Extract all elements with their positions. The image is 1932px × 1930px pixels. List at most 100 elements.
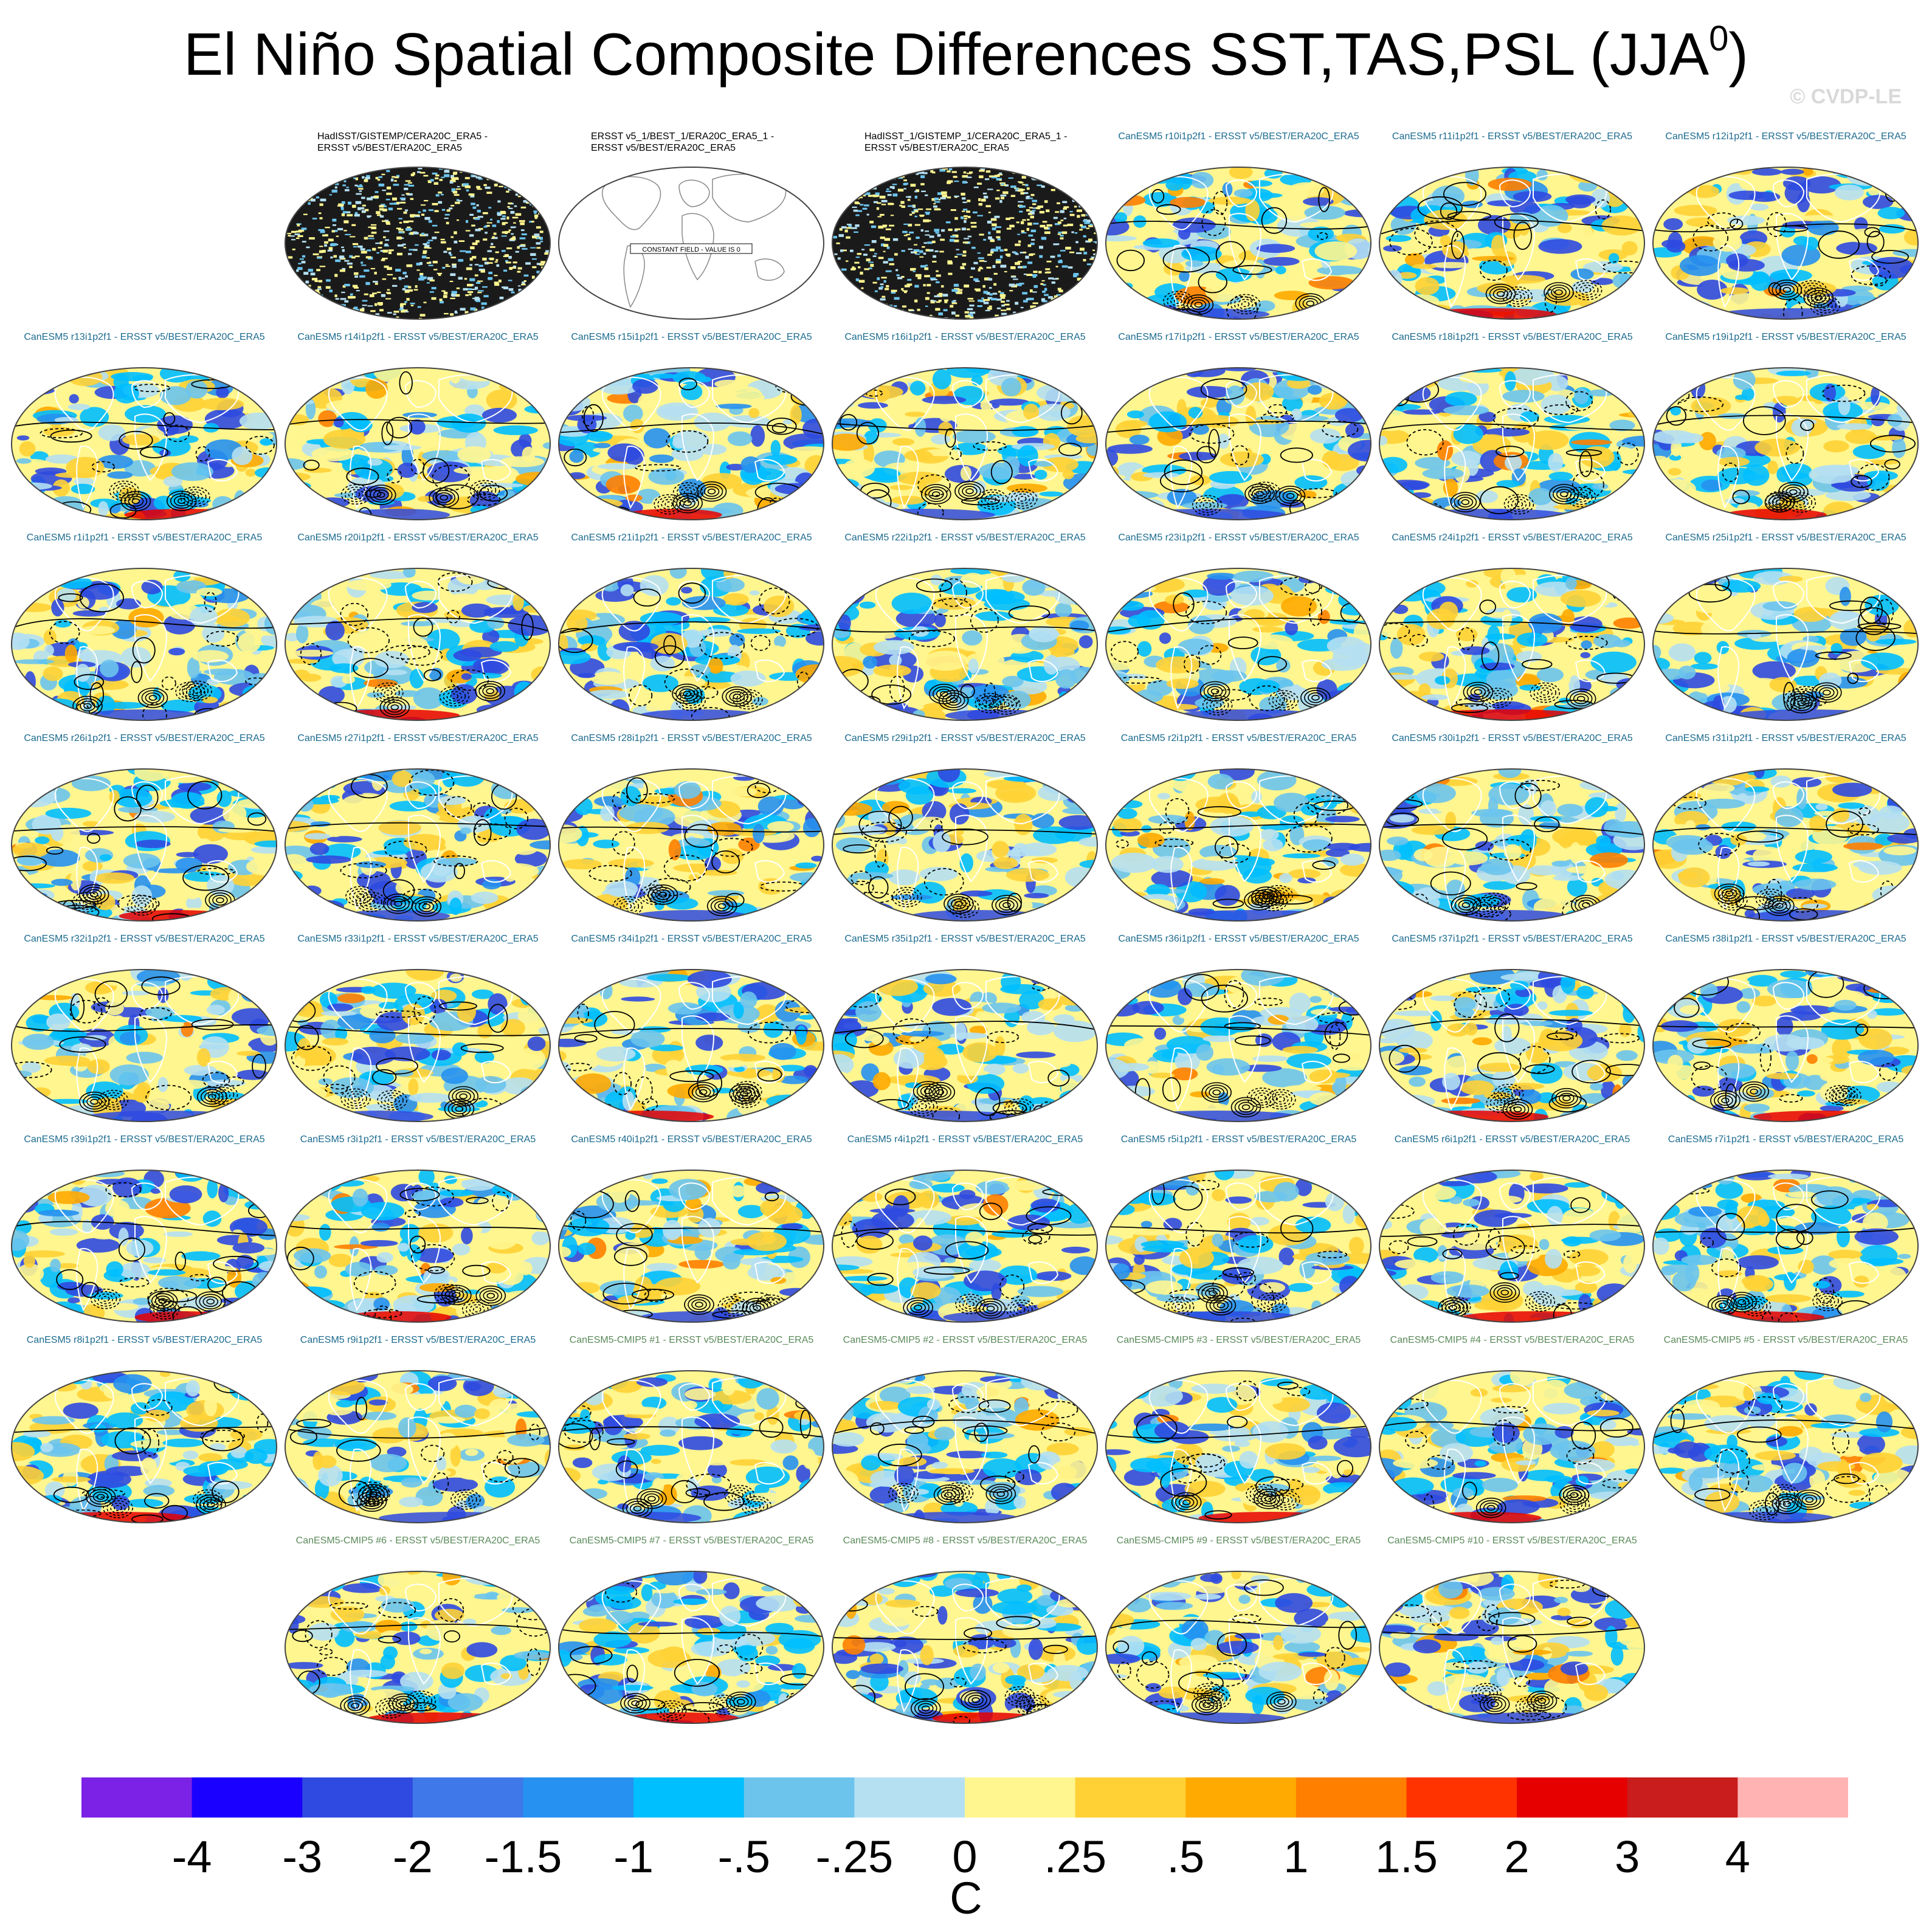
panel-title: CanESM5 r20i1p2f1 - ERSST v5/BEST/ERA20C… <box>297 532 539 543</box>
map-field <box>285 970 550 1122</box>
colorbar-tick-label: 0 <box>952 1832 978 1882</box>
title-text: El Niño Spatial Composite Differences SS… <box>183 21 1709 88</box>
panel-title: ERSST v5_1/BEST_1/ERA20C_ERA5_1 - ERSST … <box>591 131 775 153</box>
panel-title: CanESM5-CMIP5 #9 - ERSST v5/BEST/ERA20C_… <box>1116 1535 1361 1546</box>
colorbar-swatch <box>965 1777 1076 1818</box>
map-panel: CanESM5 r12i1p2f1 - ERSST v5/BEST/ERA20C… <box>1649 131 1923 331</box>
panel-title: CanESM5 r17i1p2f1 - ERSST v5/BEST/ERA20C… <box>1118 332 1359 342</box>
panel-title: CanESM5 r28i1p2f1 - ERSST v5/BEST/ERA20C… <box>571 733 812 743</box>
colorbar-tick-label: -4 <box>171 1832 212 1882</box>
map-panel: CanESM5 r4i1p2f1 - ERSST v5/BEST/ERA20C_… <box>828 1134 1102 1334</box>
map-field <box>1106 769 1371 921</box>
panel-title: CanESM5 r12i1p2f1 - ERSST v5/BEST/ERA20C… <box>1665 131 1906 142</box>
map-panel: CanESM5 r36i1p2f1 - ERSST v5/BEST/ERA20C… <box>1102 933 1376 1134</box>
panel-title: CanESM5 r27i1p2f1 - ERSST v5/BEST/ERA20C… <box>297 733 539 743</box>
panel-title: HadISST/GISTEMP/CERA20C_ERA5 - ERSST v5/… <box>317 131 488 153</box>
map-panel-graphic <box>1105 768 1371 922</box>
colorbar-swatch <box>1517 1777 1628 1818</box>
panel-title: CanESM5 r26i1p2f1 - ERSST v5/BEST/ERA20C… <box>24 733 265 743</box>
panel-title: CanESM5-CMIP5 #5 - ERSST v5/BEST/ERA20C_… <box>1663 1335 1908 1345</box>
map-field: CONSTANT FIELD - VALUE IS 0 <box>559 167 824 319</box>
map-panel: CanESM5 r23i1p2f1 - ERSST v5/BEST/ERA20C… <box>1102 532 1376 732</box>
map-panel-graphic <box>11 568 277 721</box>
panel-title: CanESM5 r38i1p2f1 - ERSST v5/BEST/ERA20C… <box>1665 934 1906 944</box>
map-panel: CanESM5-CMIP5 #4 - ERSST v5/BEST/ERA20C_… <box>1375 1334 1649 1535</box>
map-panel: CanESM5-CMIP5 #9 - ERSST v5/BEST/ERA20C_… <box>1102 1535 1376 1735</box>
map-panel-graphic <box>1652 768 1919 922</box>
constant-field-label: CONSTANT FIELD - VALUE IS 0 <box>642 246 740 253</box>
panel-title: CanESM5 r21i1p2f1 - ERSST v5/BEST/ERA20C… <box>571 532 812 543</box>
map-field <box>832 167 1097 319</box>
map-field <box>832 568 1097 720</box>
colorbar-tick-label: 1.5 <box>1375 1832 1438 1882</box>
map-panel-graphic <box>11 768 277 922</box>
panel-title: CanESM5 r22i1p2f1 - ERSST v5/BEST/ERA20C… <box>844 532 1086 543</box>
map-panel-graphic <box>11 367 277 520</box>
map-panel: CanESM5 r8i1p2f1 - ERSST v5/BEST/ERA20C_… <box>7 1334 281 1535</box>
map-field <box>285 769 550 921</box>
panel-title: CanESM5 r39i1p2f1 - ERSST v5/BEST/ERA20C… <box>24 1134 265 1145</box>
title-superscript: 0 <box>1709 19 1729 58</box>
map-panel: CanESM5 r20i1p2f1 - ERSST v5/BEST/ERA20C… <box>281 532 555 732</box>
colorbar-swatch <box>743 1777 855 1818</box>
map-panel-graphic <box>558 969 824 1122</box>
map-panel: CanESM5 r19i1p2f1 - ERSST v5/BEST/ERA20C… <box>1649 331 1923 532</box>
map-panel: CanESM5 r1i1p2f1 - ERSST v5/BEST/ERA20C_… <box>7 532 281 732</box>
map-panel-graphic <box>1105 367 1371 520</box>
map-panel: CanESM5 r30i1p2f1 - ERSST v5/BEST/ERA20C… <box>1375 732 1649 933</box>
panel-title: CanESM5 r34i1p2f1 - ERSST v5/BEST/ERA20C… <box>571 934 812 944</box>
map-field <box>1653 1371 1918 1523</box>
colorbar-tick-label: -.5 <box>717 1832 770 1882</box>
map-panel-graphic <box>1105 1370 1371 1523</box>
panel-title: CanESM5 r37i1p2f1 - ERSST v5/BEST/ERA20C… <box>1392 934 1633 944</box>
colorbar-tick-label: 4 <box>1725 1832 1750 1882</box>
map-field <box>12 769 277 921</box>
map-panel: CanESM5 r34i1p2f1 - ERSST v5/BEST/ERA20C… <box>554 933 829 1134</box>
map-panel: CanESM5 r18i1p2f1 - ERSST v5/BEST/ERA20C… <box>1375 331 1649 532</box>
map-panel-graphic <box>558 1370 824 1523</box>
panel-title: HadISST_1/GISTEMP_1/CERA20C_ERA5_1 - ERS… <box>864 131 1068 153</box>
panel-title: CanESM5 r19i1p2f1 - ERSST v5/BEST/ERA20C… <box>1665 332 1906 342</box>
colorbar-tick-label: .25 <box>1044 1832 1107 1882</box>
map-panel: HadISST/GISTEMP/CERA20C_ERA5 - ERSST v5/… <box>281 131 555 331</box>
panel-title: CanESM5 r8i1p2f1 - ERSST v5/BEST/ERA20C_… <box>26 1335 263 1345</box>
map-panel: CanESM5 r37i1p2f1 - ERSST v5/BEST/ERA20C… <box>1375 933 1649 1134</box>
map-panel-graphic <box>1105 969 1371 1122</box>
colorbar-tick-label: -.25 <box>815 1832 894 1882</box>
panel-title: CanESM5 r4i1p2f1 - ERSST v5/BEST/ERA20C_… <box>847 1134 1083 1145</box>
map-panel-graphic <box>285 768 551 922</box>
panel-title: CanESM5 r6i1p2f1 - ERSST v5/BEST/ERA20C_… <box>1394 1134 1630 1145</box>
map-panel-graphic <box>1652 969 1919 1122</box>
map-panel-graphic <box>1105 167 1371 320</box>
map-panel: CONSTANT FIELD - VALUE IS 0 ERSST v5_1/BE… <box>554 131 829 331</box>
map-panel: HadISST_1/GISTEMP_1/CERA20C_ERA5_1 - ERS… <box>828 131 1102 331</box>
map-panel-graphic <box>832 768 1098 922</box>
map-panel-graphic: CONSTANT FIELD - VALUE IS 0 <box>558 167 824 320</box>
map-panel-graphic <box>11 969 277 1122</box>
panel-title: CanESM5-CMIP5 #1 - ERSST v5/BEST/ERA20C_… <box>569 1335 814 1345</box>
map-panel-graphic <box>1105 1571 1371 1724</box>
map-panel: CanESM5-CMIP5 #5 - ERSST v5/BEST/ERA20C_… <box>1649 1334 1923 1535</box>
map-panel: CanESM5 r22i1p2f1 - ERSST v5/BEST/ERA20C… <box>828 532 1102 732</box>
map-panel-graphic <box>11 1170 277 1323</box>
colorbar-swatch <box>633 1777 745 1818</box>
map-panel: CanESM5 r11i1p2f1 - ERSST v5/BEST/ERA20C… <box>1375 131 1649 331</box>
colorbar-tick-label: .5 <box>1167 1832 1205 1882</box>
panel-title: CanESM5 r11i1p2f1 - ERSST v5/BEST/ERA20C… <box>1392 131 1633 142</box>
panel-title: CanESM5 r7i1p2f1 - ERSST v5/BEST/ERA20C_… <box>1668 1134 1904 1145</box>
map-panel: CanESM5-CMIP5 #2 - ERSST v5/BEST/ERA20C_… <box>828 1334 1102 1535</box>
map-panel-graphic <box>1652 568 1919 721</box>
map-panel: CanESM5 r35i1p2f1 - ERSST v5/BEST/ERA20C… <box>828 933 1102 1134</box>
map-panel-graphic <box>1652 1370 1919 1523</box>
map-field <box>12 970 277 1122</box>
colorbar-swatch <box>1737 1777 1848 1818</box>
colorbar-swatch <box>302 1777 413 1818</box>
map-panel: CanESM5 r15i1p2f1 - ERSST v5/BEST/ERA20C… <box>554 331 829 532</box>
colorbar-swatch <box>412 1777 524 1818</box>
map-panel-graphic <box>285 1571 551 1724</box>
panel-title: CanESM5 r15i1p2f1 - ERSST v5/BEST/ERA20C… <box>571 332 812 342</box>
copyright-label: © CVDP-LE <box>1790 85 1902 108</box>
map-panel-graphic <box>285 1170 551 1323</box>
panel-title: CanESM5-CMIP5 #2 - ERSST v5/BEST/ERA20C_… <box>843 1335 1088 1345</box>
map-panel: CanESM5-CMIP5 #3 - ERSST v5/BEST/ERA20C_… <box>1102 1334 1376 1535</box>
